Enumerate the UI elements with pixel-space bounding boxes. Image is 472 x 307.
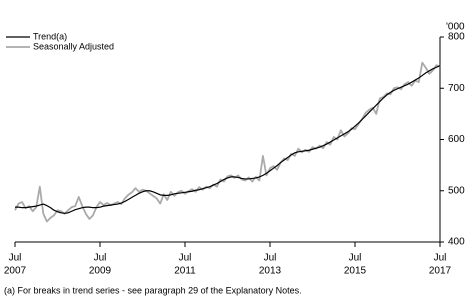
x-tick-label: 2009 xyxy=(89,266,112,277)
y-unit: '000 xyxy=(446,22,465,33)
y-tick-label: 400 xyxy=(448,237,465,248)
y-tick-label: 500 xyxy=(448,185,465,196)
x-tick-label: Jul xyxy=(264,253,277,264)
y-tick-label: 800 xyxy=(448,32,465,43)
x-tick-label: 2007 xyxy=(4,266,27,277)
x-tick-label: Jul xyxy=(179,253,192,264)
x-tick-label: Jul xyxy=(349,253,362,264)
series-line xyxy=(14,61,441,223)
series-line xyxy=(15,65,441,214)
x-tick-label: 2011 xyxy=(174,266,196,277)
x-tick-label: Jul xyxy=(434,253,447,264)
x-tick-label: 2017 xyxy=(429,266,452,277)
footnote: (a) For breaks in trend series - see par… xyxy=(4,285,302,295)
x-tick-label: Jul xyxy=(94,253,107,264)
legend-label: Trend(a) xyxy=(33,31,67,41)
x-tick-label: 2015 xyxy=(344,266,367,277)
x-tick-label: 2013 xyxy=(259,266,282,277)
legend-label: Seasonally Adjusted xyxy=(33,41,114,51)
x-tick-label: Jul xyxy=(9,253,22,264)
y-tick-label: 600 xyxy=(448,134,465,145)
y-tick-label: 700 xyxy=(448,83,465,94)
